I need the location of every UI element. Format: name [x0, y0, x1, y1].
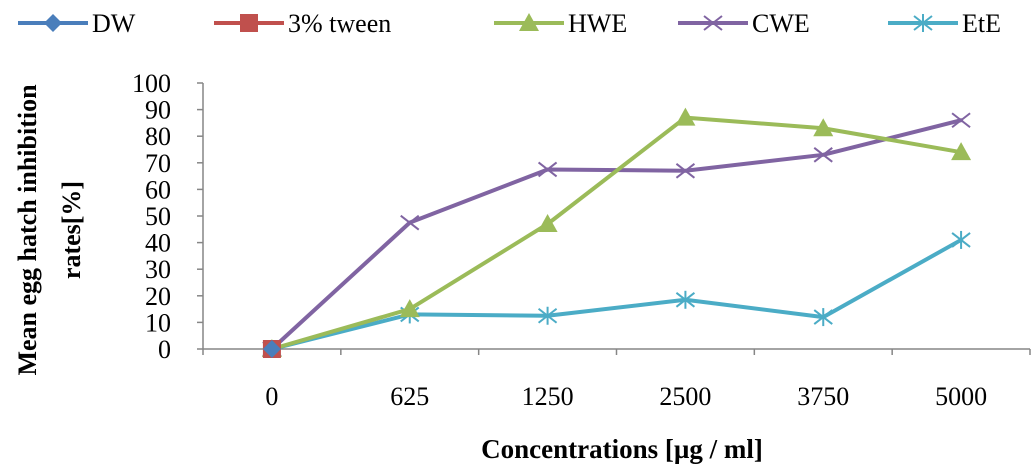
- series-dw: [262, 340, 281, 358]
- y-tick-label: 70: [145, 149, 171, 178]
- legend-label: EtE: [962, 9, 1001, 38]
- series-line: [269, 118, 964, 351]
- legend-label: 3% tween: [288, 9, 391, 38]
- legend-item: 3% tween: [214, 9, 391, 38]
- y-tick-label: 100: [132, 69, 171, 98]
- y-tick-label: 30: [145, 255, 171, 284]
- data-point: [537, 306, 558, 325]
- legend-marker: [240, 14, 258, 32]
- data-point: [675, 162, 696, 179]
- x-axis-label: Concentrations [µg / ml]: [481, 434, 763, 464]
- legend-marker: [913, 14, 933, 32]
- legend-marker: [519, 13, 539, 31]
- data-point: [951, 142, 972, 161]
- legend-item: CWE: [678, 9, 810, 38]
- data-point: [537, 161, 558, 178]
- legend-label: CWE: [752, 9, 810, 38]
- data-point: [951, 230, 971, 249]
- y-axis-label-line-2: rates[%]: [57, 181, 86, 279]
- data-point: [675, 107, 696, 126]
- y-tick-label: 50: [145, 202, 171, 231]
- x-tick-label: 3750: [797, 382, 849, 411]
- y-tick-label: 90: [145, 96, 171, 125]
- legend-item: HWE: [494, 9, 627, 38]
- data-point: [813, 308, 833, 327]
- y-tick-label: 80: [145, 122, 171, 151]
- data-point: [399, 299, 420, 318]
- data-point: [400, 214, 420, 231]
- x-tick-label: 1250: [522, 382, 574, 411]
- y-tick-label: 60: [145, 175, 171, 204]
- x-tick-label: 5000: [935, 382, 987, 411]
- series-layer: [261, 107, 972, 358]
- y-axis-label-line-1: Mean egg hatch inhibition: [13, 84, 42, 376]
- data-point: [813, 118, 834, 137]
- legend-label: HWE: [568, 9, 627, 38]
- data-point: [537, 213, 558, 232]
- legend-item: DW: [18, 9, 136, 38]
- legend-item: EtE: [888, 9, 1001, 38]
- data-point: [675, 290, 696, 309]
- y-tick-label: 0: [158, 335, 171, 364]
- series-line: [269, 115, 964, 351]
- y-tick-label: 40: [145, 229, 171, 258]
- y-axis-label: Mean egg hatch inhibition rates[%]: [13, 84, 86, 376]
- legend-marker: [703, 15, 723, 31]
- series-line: [269, 237, 964, 351]
- legend-label: DW: [92, 9, 136, 38]
- data-point: [951, 112, 971, 129]
- series-ete: [262, 230, 971, 358]
- x-tick-label: 625: [390, 382, 429, 411]
- legend: DW 3% tween HWE CWE EtE: [18, 9, 1001, 38]
- x-tick-label: 0: [265, 382, 278, 411]
- data-point: [262, 340, 281, 358]
- y-tick-label: 10: [145, 308, 171, 337]
- data-point: [813, 147, 833, 163]
- y-tick-label: 20: [145, 282, 171, 311]
- x-tick-label: 2500: [659, 382, 711, 411]
- legend-marker: [44, 14, 62, 32]
